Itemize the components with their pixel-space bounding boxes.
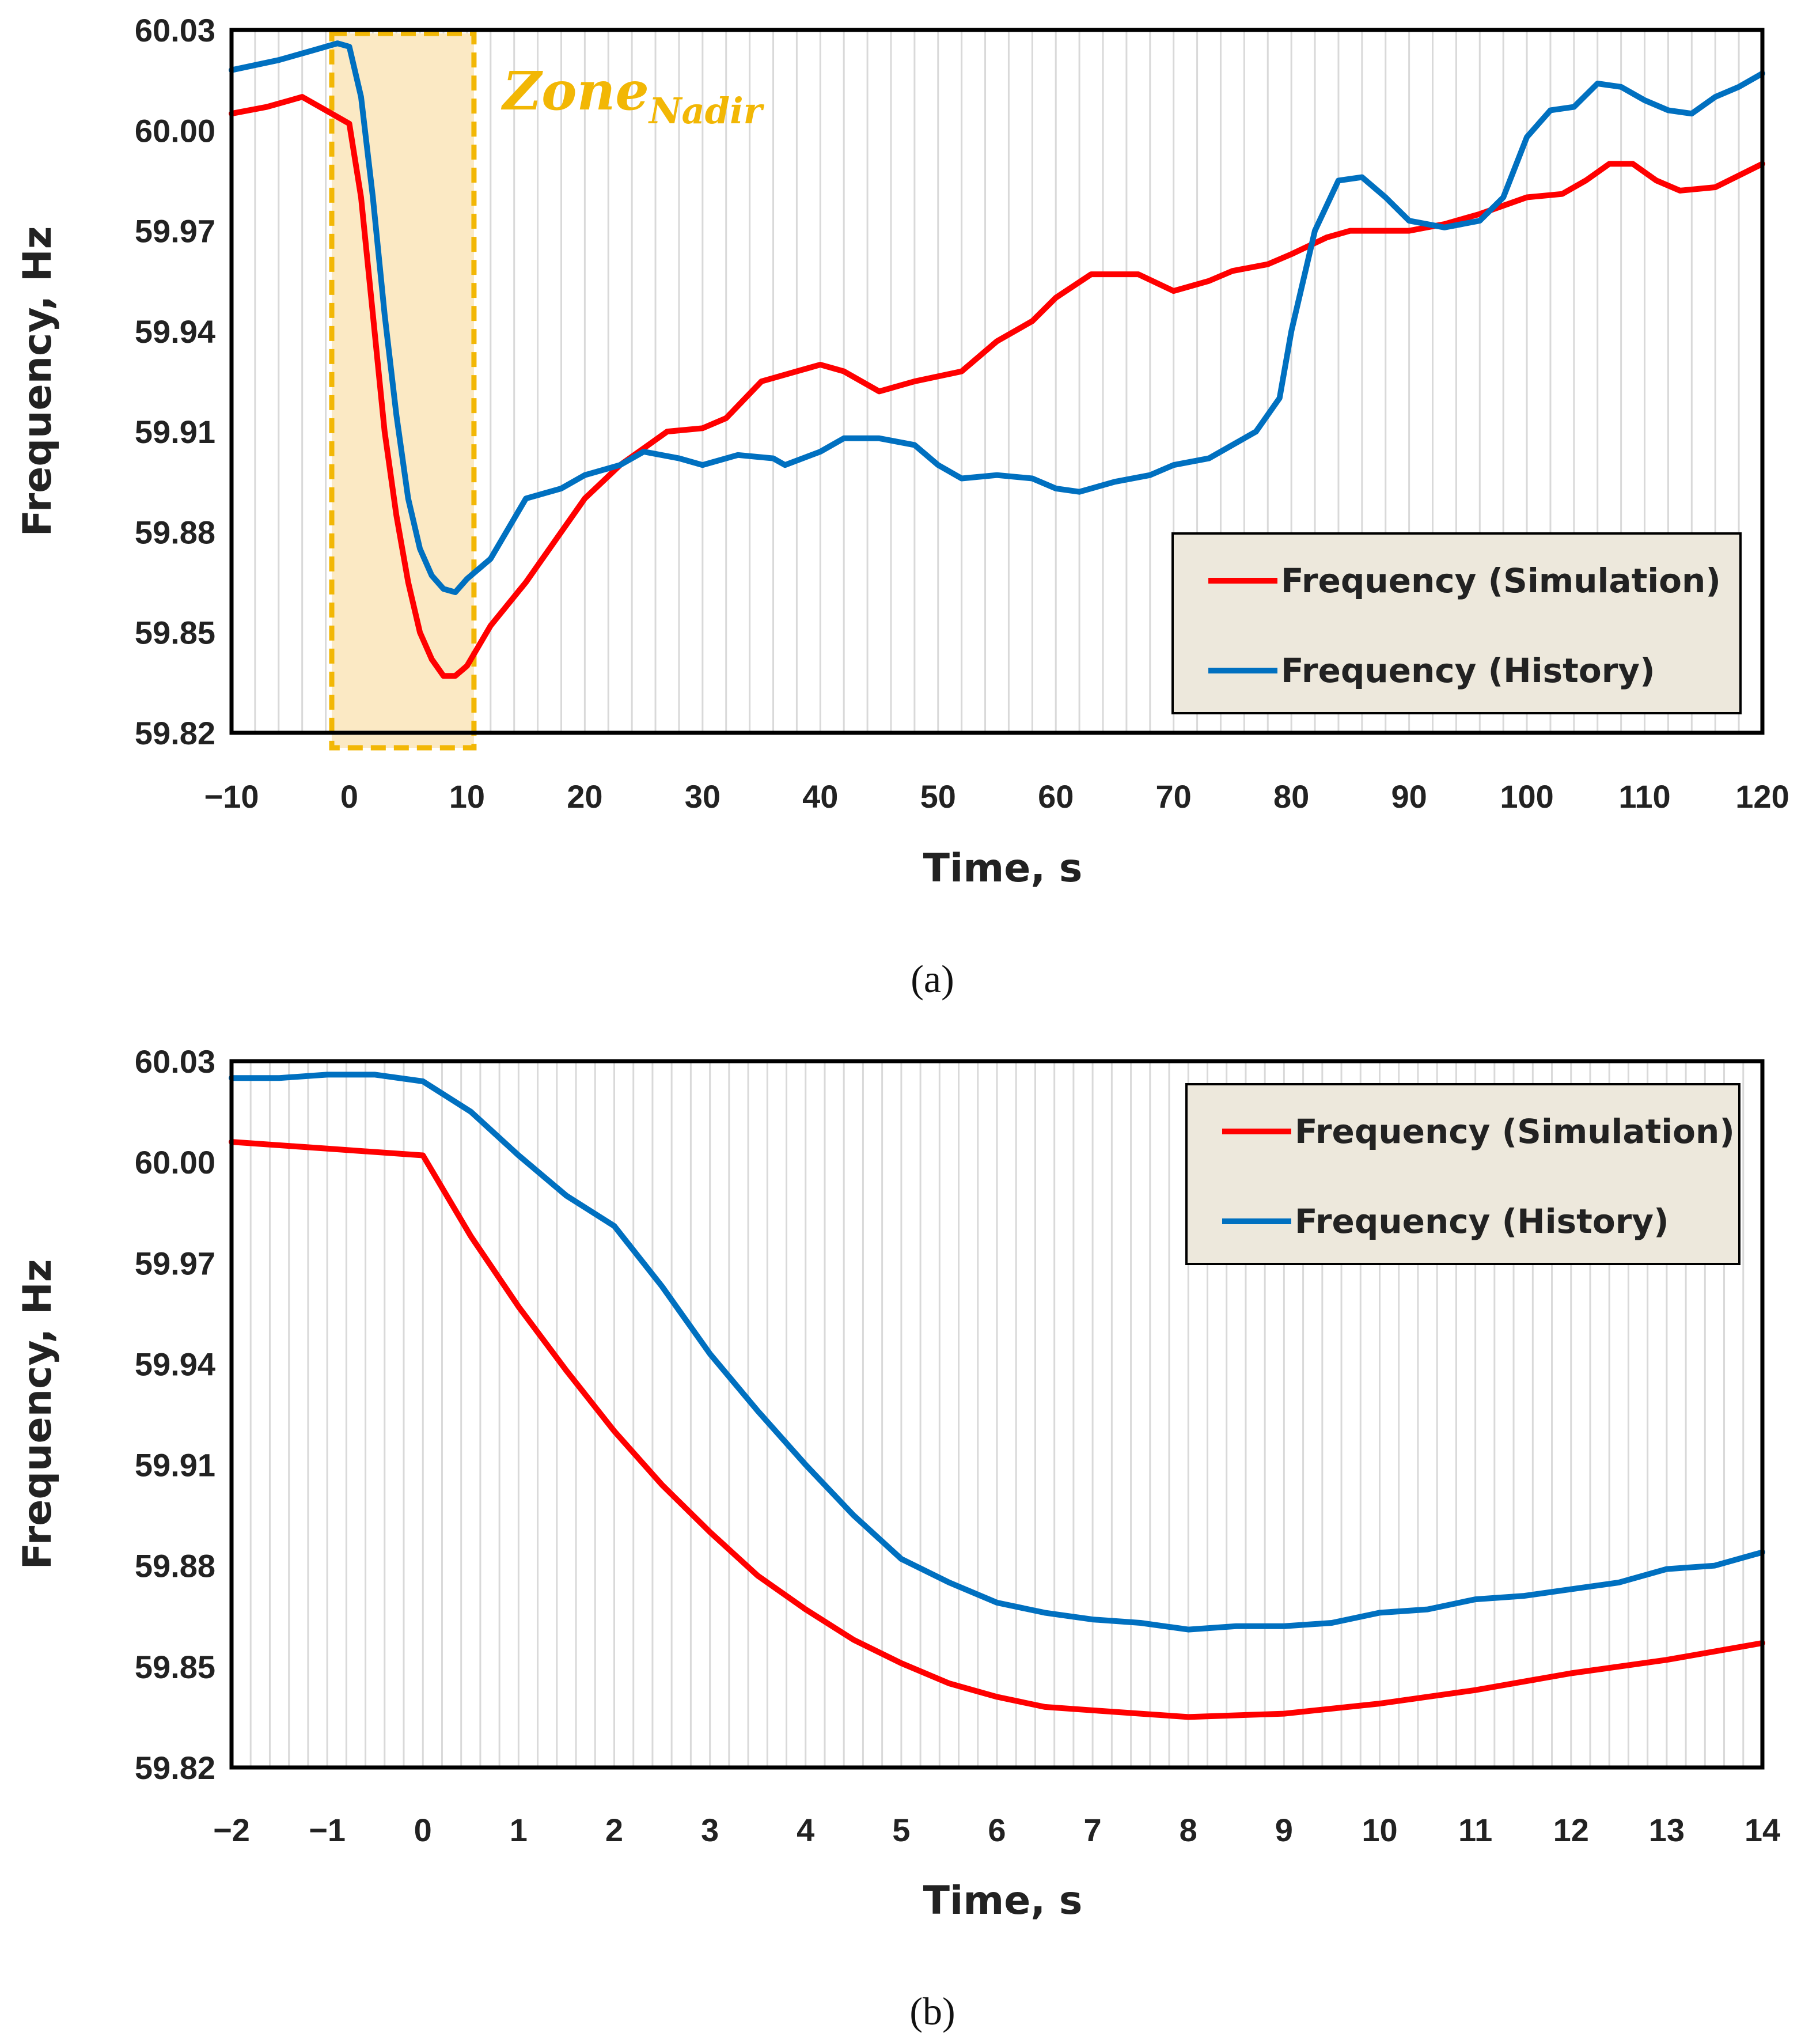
series-line-history — [229, 40, 1765, 595]
x-tick-label: 100 — [1500, 778, 1553, 815]
y-tick-label: 59.91 — [135, 1447, 215, 1483]
y-axis: 60.03 60.00 59.97 59.94 59.91 59.88 59.85 59.82 — [135, 12, 215, 751]
x-tick-label: −1 — [309, 1812, 346, 1848]
y-tick-label: 59.82 — [135, 715, 215, 751]
panel-label: (a) — [911, 957, 954, 1001]
x-tick-label: 13 — [1649, 1812, 1685, 1848]
legend-label-history: Frequency (History) — [1281, 651, 1655, 690]
y-tick-label: 59.88 — [135, 1548, 215, 1584]
series-line-simulation — [229, 1139, 1765, 1720]
y-tick-label: 59.94 — [135, 313, 215, 350]
x-tick-label: −2 — [213, 1812, 250, 1848]
y-tick-label: 59.97 — [135, 213, 215, 249]
x-tick-label: 20 — [567, 778, 602, 815]
y-axis-title: Frequency, Hz — [15, 226, 60, 537]
x-tick-label: 0 — [340, 778, 358, 815]
y-tick-label: 59.97 — [135, 1245, 215, 1281]
x-tick-label: 14 — [1745, 1812, 1780, 1848]
x-tick-label: 12 — [1553, 1812, 1589, 1848]
x-tick-label: 4 — [797, 1812, 814, 1848]
legend: Frequency (Simulation) Frequency (History… — [1185, 1083, 1740, 1265]
x-tick-label: 1 — [510, 1812, 528, 1848]
legend-box — [1171, 532, 1742, 714]
x-tick-label: 30 — [685, 778, 721, 815]
chart-panel-b: 60.03 60.00 59.97 59.94 59.91 59.88 59.85 59.82… — [15, 1043, 1780, 2033]
plot-frame — [229, 1059, 1765, 1770]
x-tick-label: 3 — [701, 1812, 719, 1848]
x-tick-label: −10 — [204, 778, 259, 815]
y-tick-label: 59.94 — [135, 1346, 215, 1382]
x-tick-label: 50 — [920, 778, 956, 815]
y-tick-label: 60.03 — [135, 1043, 215, 1080]
y-axis-title: Frequency, Hz — [15, 1259, 60, 1570]
legend-label-simulation: Frequency (Simulation) — [1295, 1112, 1735, 1151]
series-line-simulation — [229, 94, 1765, 679]
legend-label-simulation: Frequency (Simulation) — [1281, 561, 1721, 600]
zone-nadir-label: ZoneNadir — [500, 60, 765, 132]
x-tick-label: 90 — [1391, 778, 1427, 815]
x-tick-label: 80 — [1273, 778, 1309, 815]
y-tick-label: 59.82 — [135, 1750, 215, 1786]
y-axis: 60.03 60.00 59.97 59.94 59.91 59.88 59.85 59.82 — [135, 1043, 215, 1786]
y-tick-label: 59.85 — [135, 1649, 215, 1685]
x-tick-label: 40 — [802, 778, 838, 815]
x-tick-label: 10 — [449, 778, 485, 815]
x-tick-label: 110 — [1618, 778, 1670, 815]
x-tick-label: 60 — [1038, 778, 1074, 815]
legend: Frequency (Simulation) Frequency (History… — [1171, 532, 1742, 714]
plot-frame — [229, 28, 1765, 735]
x-tick-label: 5 — [892, 1812, 910, 1848]
series-line-history — [229, 1072, 1765, 1633]
x-tick-label: 11 — [1458, 1812, 1492, 1848]
x-axis: −2 −1 0 1 2 3 4 5 6 7 8 9 10 11 12 13 14 — [213, 1812, 1780, 1848]
y-tick-label: 59.85 — [135, 615, 215, 651]
chart-panel-a: ZoneNadir 60.03 60.00 59.97 59.94 59.91 59.88 5… — [15, 12, 1789, 1001]
legend-box — [1185, 1083, 1740, 1265]
panel-label: (b) — [909, 1989, 955, 2033]
x-axis: −10 0 10 20 30 40 50 60 70 80 90 100 110 120 — [204, 778, 1789, 815]
x-tick-label: 0 — [414, 1812, 432, 1848]
x-tick-label: 120 — [1735, 778, 1789, 815]
x-tick-label: 2 — [605, 1812, 623, 1848]
x-tick-label: 8 — [1180, 1812, 1197, 1848]
x-tick-label: 70 — [1156, 778, 1192, 815]
y-tick-label: 60.00 — [135, 1144, 215, 1180]
x-axis-title: Time, s — [923, 1878, 1083, 1924]
legend-label-history: Frequency (History) — [1295, 1202, 1669, 1241]
x-tick-label: 10 — [1362, 1812, 1397, 1848]
x-tick-label: 6 — [988, 1812, 1006, 1848]
x-tick-label: 7 — [1084, 1812, 1102, 1848]
y-tick-label: 60.03 — [135, 12, 215, 48]
y-tick-label: 60.00 — [135, 112, 215, 149]
y-tick-label: 59.91 — [135, 414, 215, 450]
x-axis-title: Time, s — [923, 846, 1083, 891]
y-tick-label: 59.88 — [135, 514, 215, 550]
x-tick-label: 9 — [1275, 1812, 1293, 1848]
